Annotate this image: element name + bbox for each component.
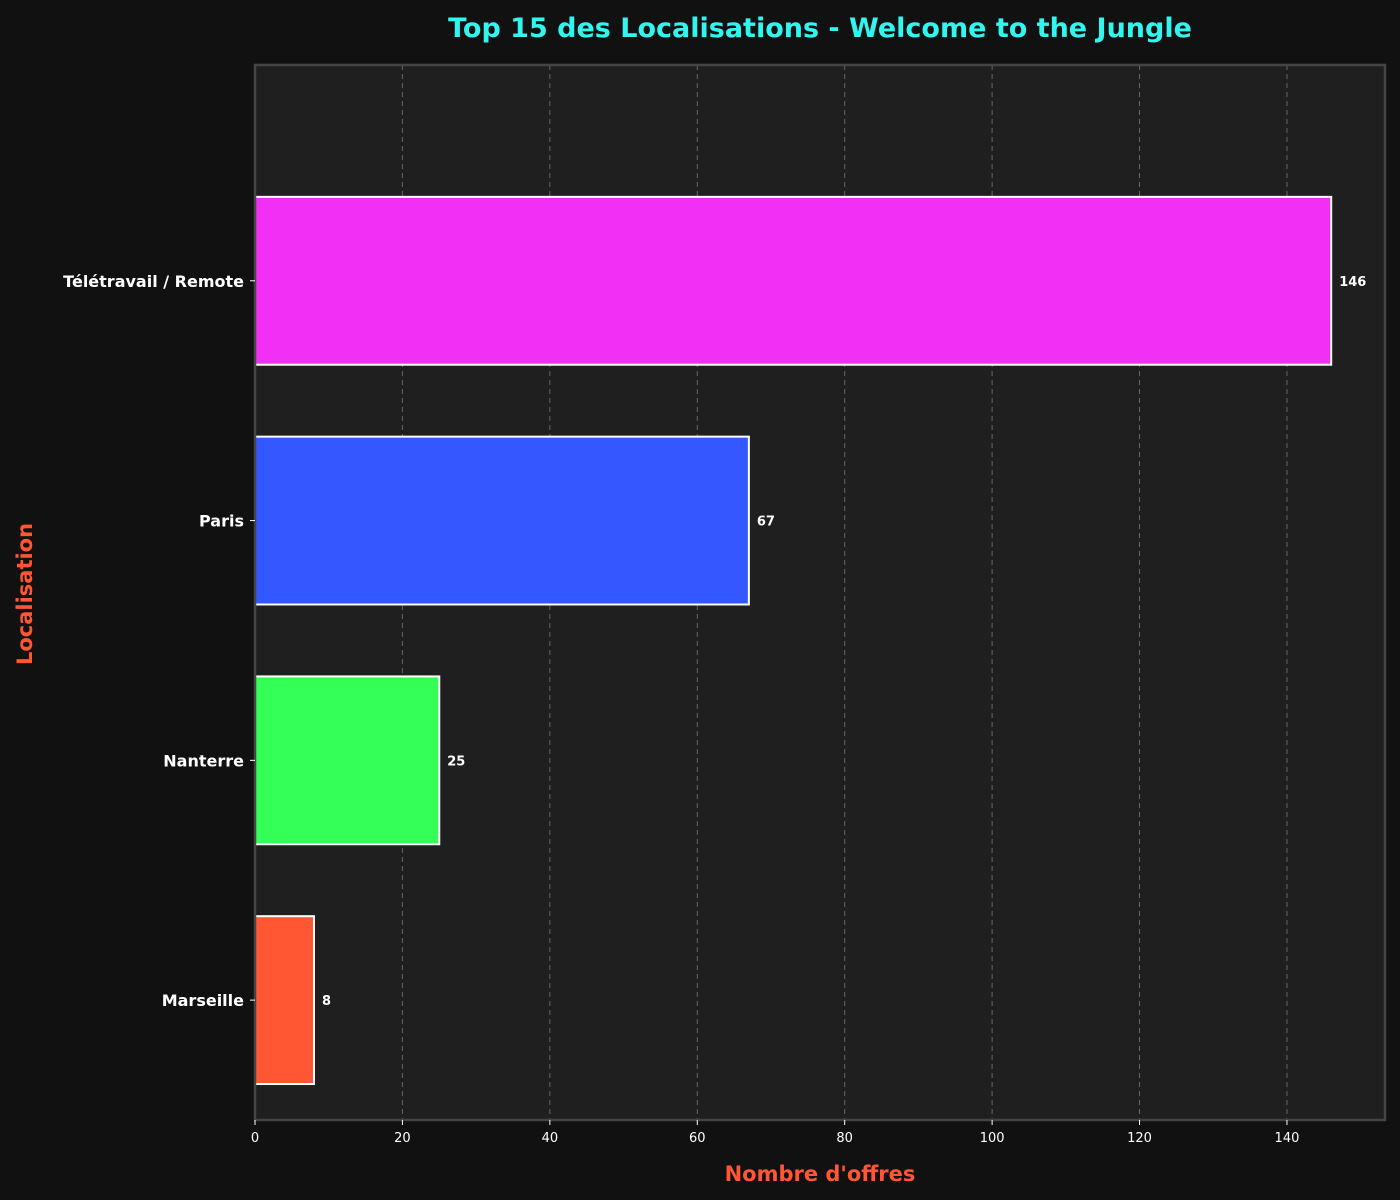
y-tick-label: Paris [199, 512, 244, 531]
data-labels: 146 67 25 8 [322, 275, 1366, 1009]
y-axis-title: Localisation [13, 523, 37, 665]
chart-title: Top 15 des Localisations - Welcome to th… [448, 13, 1192, 44]
y-tick-label: Marseille [162, 991, 244, 1010]
x-tick-label: 80 [836, 1131, 853, 1146]
bars [254, 195, 1333, 1086]
y-tick-label: Télétravail / Remote [63, 272, 244, 291]
bar [254, 435, 750, 606]
x-tick-label: 60 [689, 1131, 706, 1146]
data-label: 67 [757, 515, 775, 530]
data-label: 8 [322, 994, 331, 1009]
data-label: 146 [1339, 275, 1366, 290]
y-tick-label: Nanterre [163, 751, 244, 770]
x-tick-label: 20 [394, 1131, 411, 1146]
x-tick-label: 120 [1127, 1131, 1152, 1146]
bar [254, 675, 441, 846]
x-axis-title: Nombre d'offres [725, 1162, 916, 1186]
plot-frame [253, 63, 1387, 1122]
bar [254, 915, 315, 1086]
bar [254, 195, 1333, 366]
x-tick-label: 140 [1275, 1131, 1300, 1146]
x-tick-label: 0 [251, 1131, 259, 1146]
y-axis-ticks: Télétravail / Remote Paris Nanterre Marseil… [63, 272, 255, 1010]
x-tick-label: 100 [980, 1131, 1005, 1146]
x-tick-label: 40 [542, 1131, 559, 1146]
x-axis-ticks: 0 20 40 60 80 100 120 140 [251, 1120, 1300, 1146]
data-label: 25 [447, 754, 465, 769]
